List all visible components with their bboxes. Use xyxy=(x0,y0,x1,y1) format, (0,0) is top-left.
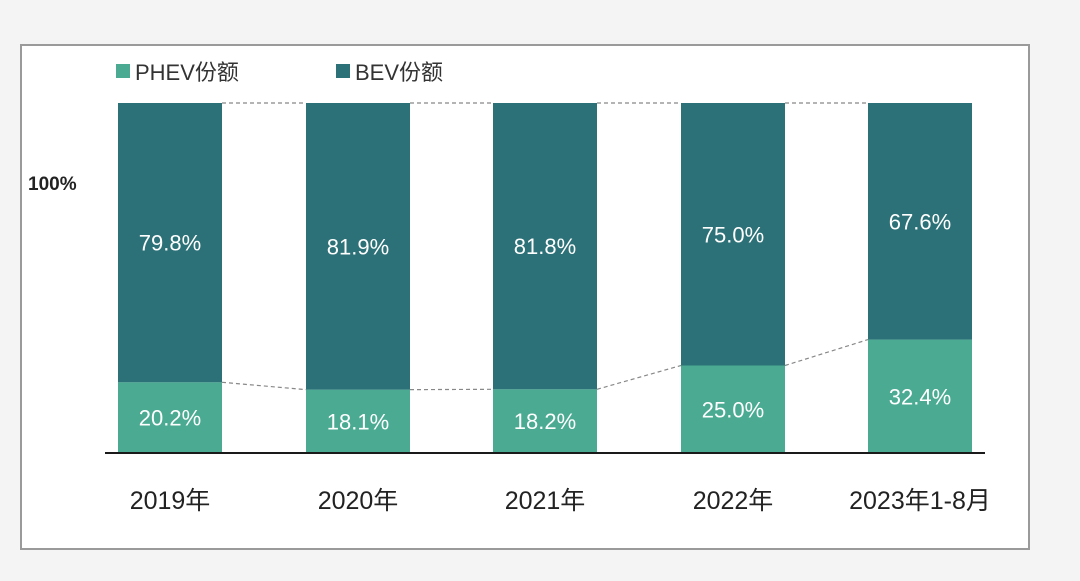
bar-bev-0 xyxy=(118,103,222,383)
bar-phev-1 xyxy=(306,389,410,453)
series-line-phev-0 xyxy=(221,381,307,391)
bar-phev-3 xyxy=(681,365,785,453)
chart-legend: PHEV份额 BEV份额 xyxy=(116,60,443,85)
bar-bev-2 xyxy=(493,103,597,390)
data-label-phev-2: 18.2% xyxy=(514,409,576,434)
category-label-4: 2023年1-8月 xyxy=(849,487,991,515)
category-labels: 2019年 2020年 2021年 2022年 2023年1-8月 xyxy=(130,487,991,515)
legend-swatch-1 xyxy=(336,64,350,78)
data-label-bev-3: 75.0% xyxy=(702,222,764,247)
data-label-phev-3: 25.0% xyxy=(702,397,764,422)
category-label-2: 2021年 xyxy=(505,487,586,515)
data-label-phev-1: 18.1% xyxy=(327,409,389,434)
data-label-phev-0: 20.2% xyxy=(139,406,201,431)
data-label-bev-0: 79.8% xyxy=(139,231,201,256)
bars: 20.2% 79.8% 18.1% 81.9% 18.2% 81.8% 25.0% 75.0%… xyxy=(118,103,972,453)
legend-swatch-0 xyxy=(116,64,130,78)
y-tick-label-100: 100% xyxy=(28,174,77,195)
category-label-1: 2020年 xyxy=(318,487,399,515)
data-label-bev-1: 81.9% xyxy=(327,234,389,259)
bar-bev-1 xyxy=(306,103,410,390)
data-label-phev-4: 32.4% xyxy=(889,384,951,409)
bar-phev-2 xyxy=(493,389,597,453)
series-lines xyxy=(221,102,869,391)
legend-label-0: PHEV份额 xyxy=(135,60,239,85)
legend-label-1: BEV份额 xyxy=(355,60,443,85)
bar-phev-0 xyxy=(118,382,222,453)
bar-bev-3 xyxy=(681,103,785,366)
bar-bev-4 xyxy=(868,103,972,340)
bar-phev-4 xyxy=(868,339,972,453)
series-line-phev-3 xyxy=(784,339,869,367)
data-label-bev-4: 67.6% xyxy=(889,209,951,234)
series-line-phev-2 xyxy=(596,364,682,390)
data-label-bev-2: 81.8% xyxy=(514,234,576,259)
category-label-0: 2019年 xyxy=(130,487,211,515)
category-label-3: 2022年 xyxy=(693,487,774,515)
